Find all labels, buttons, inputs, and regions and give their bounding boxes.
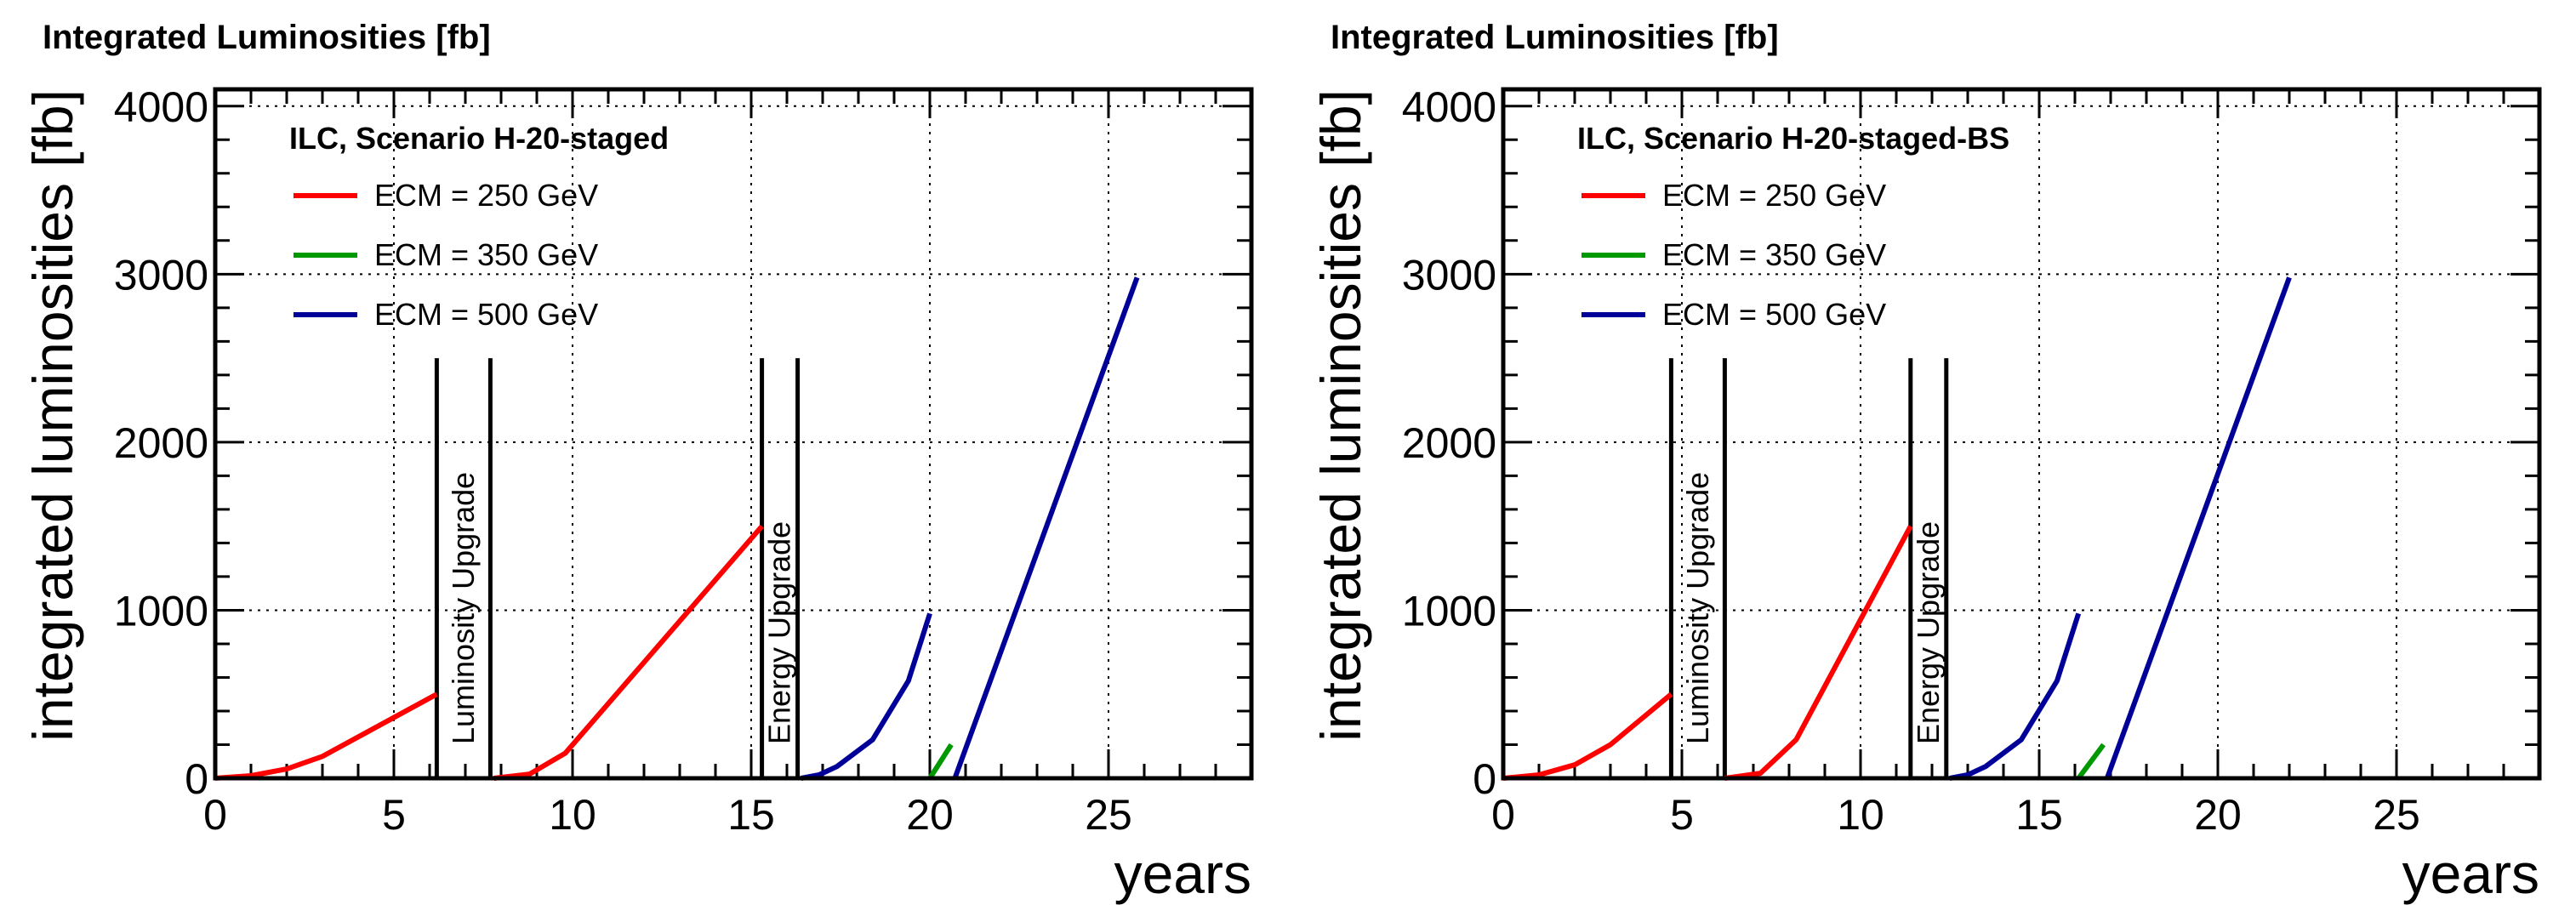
- band-label: Luminosity Upgrade: [446, 472, 481, 744]
- left-chart-panel: Integrated Luminosities [fb] Luminosity …: [21, 19, 1254, 905]
- x-tick-label: 0: [203, 791, 227, 839]
- legend: ILC, Scenario H-20-staged ECM = 250 GeV EC…: [289, 121, 669, 332]
- series-line-350gev: [2076, 743, 2106, 780]
- legend-entry: ECM = 250 GeV: [374, 178, 598, 213]
- legend: ILC, Scenario H-20-staged-BS ECM = 250 Ge…: [1577, 121, 2009, 332]
- left-chart: Luminosity Upgrade Energy Upgrade 0 5 10 15 20…: [21, 83, 1254, 905]
- series-line-250gev: [1724, 525, 1913, 781]
- x-axis-label: years: [1114, 842, 1251, 905]
- upgrade-band: Energy Upgrade: [1908, 358, 1949, 778]
- series-line-500gev: [1949, 612, 2082, 781]
- legend-title: ILC, Scenario H-20-staged-BS: [1577, 121, 2009, 156]
- y-tick-label: 4000: [1402, 83, 1496, 131]
- series-line-250gev: [214, 692, 438, 781]
- y-tick-label: 3000: [1402, 251, 1496, 299]
- x-tick-label: 5: [382, 791, 406, 839]
- plot-frame: [213, 87, 1254, 781]
- plot-frame: [1501, 87, 2542, 781]
- x-tick-label: 20: [2194, 791, 2242, 839]
- y-tick-label: 2000: [1402, 419, 1496, 467]
- y-axis-label: integrated luminosities [fb]: [21, 89, 84, 742]
- y-tick-label: 0: [185, 755, 208, 803]
- legend-entry: ECM = 350 GeV: [374, 237, 598, 272]
- series-line-250gev: [493, 524, 764, 781]
- chart-title: Integrated Luminosities [fb]: [43, 19, 491, 56]
- legend-entry: ECM = 500 GeV: [374, 297, 598, 332]
- x-tick-label: 25: [2373, 791, 2420, 839]
- y-tick-label: 2000: [114, 419, 208, 467]
- right-chart: Luminosity Upgrade Energy Upgrade 0 5 10 15 20…: [1309, 83, 2542, 905]
- right-chart-panel: Integrated Luminosities [fb] Luminosity …: [1288, 0, 2576, 922]
- x-tick-label: 15: [727, 791, 775, 839]
- upgrade-band: Luminosity Upgrade: [1668, 358, 1727, 778]
- x-tick-label: 25: [1085, 791, 1132, 839]
- x-axis-label: years: [2402, 842, 2539, 905]
- series-line-250gev: [1502, 692, 1673, 781]
- series-line-500gev: [801, 612, 932, 781]
- x-tick-label: 0: [1491, 791, 1515, 839]
- x-tick-label: 20: [906, 791, 954, 839]
- y-tick-label: 0: [1473, 755, 1496, 803]
- band-label: Energy Upgrade: [762, 521, 797, 744]
- series-line-500gev: [2104, 276, 2292, 780]
- series-line-500gev: [952, 276, 1140, 780]
- y-axis-label: integrated luminosities [fb]: [1309, 89, 1372, 742]
- legend-entry: ECM = 500 GeV: [1662, 297, 1886, 332]
- legend-title: ILC, Scenario H-20-staged: [289, 121, 669, 156]
- upgrade-band: Luminosity Upgrade: [434, 358, 493, 778]
- band-label: Energy Upgrade: [1911, 521, 1946, 744]
- y-tick-label: 1000: [1402, 587, 1496, 635]
- x-tick-label: 10: [549, 791, 596, 839]
- y-tick-label: 3000: [114, 251, 208, 299]
- chart-title: Integrated Luminosities [fb]: [1331, 19, 1779, 56]
- y-tick-label: 1000: [114, 587, 208, 635]
- series-line-350gev: [927, 743, 954, 780]
- legend-entry: ECM = 250 GeV: [1662, 178, 1886, 213]
- x-tick-label: 10: [1837, 791, 1884, 839]
- y-tick-label: 4000: [114, 83, 208, 131]
- x-tick-label: 5: [1670, 791, 1694, 839]
- upgrade-band: Energy Upgrade: [760, 358, 801, 778]
- legend-entry: ECM = 350 GeV: [1662, 237, 1886, 272]
- band-label: Luminosity Upgrade: [1680, 472, 1715, 744]
- x-tick-label: 15: [2015, 791, 2063, 839]
